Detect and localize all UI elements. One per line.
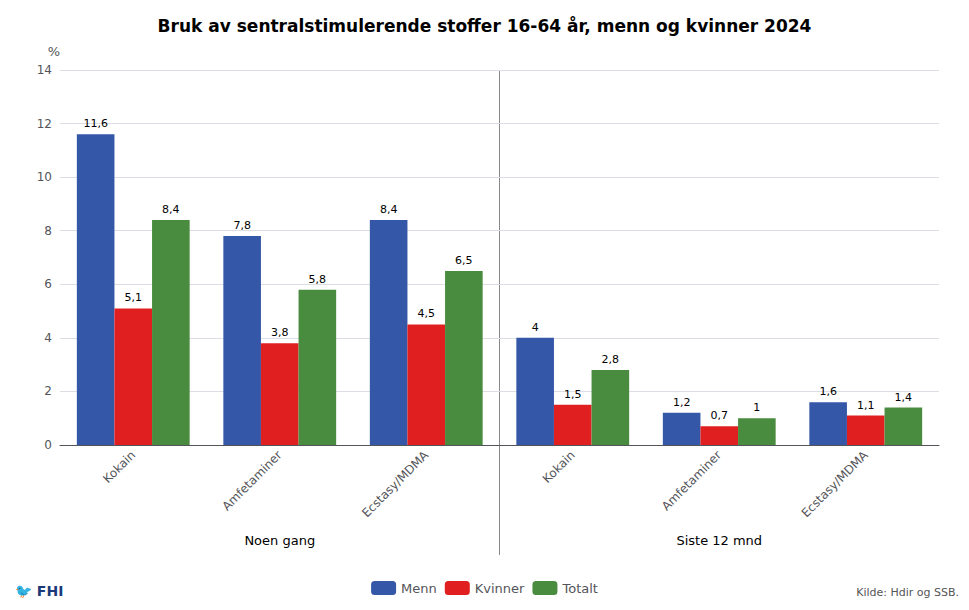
svg-text:8,4: 8,4 <box>162 203 180 216</box>
svg-text:Kokain: Kokain <box>100 448 138 486</box>
svg-text:1,2: 1,2 <box>673 396 691 409</box>
svg-text:Ecstasy/MDMA: Ecstasy/MDMA <box>359 447 432 520</box>
svg-text:4: 4 <box>44 331 52 345</box>
svg-text:7,8: 7,8 <box>233 219 251 232</box>
svg-text:5,8: 5,8 <box>309 273 327 286</box>
svg-text:3,8: 3,8 <box>271 326 289 339</box>
svg-text:14: 14 <box>37 63 52 77</box>
svg-text:Kvinner: Kvinner <box>475 581 525 596</box>
svg-text:Ecstasy/MDMA: Ecstasy/MDMA <box>799 447 872 520</box>
svg-text:Amfetaminer: Amfetaminer <box>219 448 284 513</box>
svg-text:8: 8 <box>44 224 52 238</box>
svg-text:Bruk av sentralstimulerende st: Bruk av sentralstimulerende stoffer 16-6… <box>158 15 812 36</box>
svg-text:1,5: 1,5 <box>564 388 582 401</box>
svg-text:6,5: 6,5 <box>455 254 473 267</box>
svg-text:5,1: 5,1 <box>125 291 143 304</box>
svg-text:4,5: 4,5 <box>418 307 436 320</box>
svg-text:1,6: 1,6 <box>819 385 837 398</box>
svg-text:1,4: 1,4 <box>895 391 913 404</box>
svg-text:0,7: 0,7 <box>711 409 729 422</box>
svg-text:Totalt: Totalt <box>561 581 597 596</box>
svg-text:Menn: Menn <box>401 581 437 596</box>
svg-text:10: 10 <box>37 170 52 184</box>
svg-text:0: 0 <box>44 438 52 452</box>
svg-text:11,6: 11,6 <box>83 117 108 130</box>
svg-text:🐦 FHI: 🐦 FHI <box>15 583 63 599</box>
svg-text:%: % <box>48 44 60 59</box>
svg-text:Siste 12 mnd: Siste 12 mnd <box>676 533 762 548</box>
svg-text:Kilde: Hdir og SSB.: Kilde: Hdir og SSB. <box>856 586 959 599</box>
svg-text:4: 4 <box>532 321 539 334</box>
svg-text:2: 2 <box>44 384 52 398</box>
svg-text:Kokain: Kokain <box>540 448 578 486</box>
svg-text:Amfetaminer: Amfetaminer <box>659 448 724 513</box>
svg-text:1,1: 1,1 <box>857 399 875 412</box>
svg-text:12: 12 <box>37 117 52 131</box>
svg-text:2,8: 2,8 <box>602 353 620 366</box>
svg-text:Noen gang: Noen gang <box>244 533 315 548</box>
svg-text:6: 6 <box>44 277 52 291</box>
svg-text:8,4: 8,4 <box>380 203 398 216</box>
svg-text:1: 1 <box>753 401 760 414</box>
